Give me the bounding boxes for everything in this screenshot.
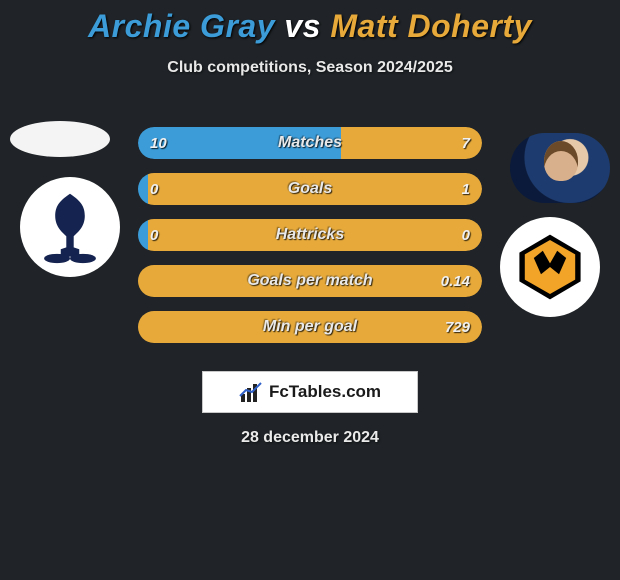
- player1-club-badge: [20, 177, 120, 277]
- stat-bar: Goals per match0.14: [138, 265, 482, 297]
- stat-value-left: 10: [150, 127, 167, 159]
- comparison-stage: Matches107Goals01Hattricks00Goals per ma…: [0, 107, 620, 347]
- stat-value-right: 0.14: [441, 265, 470, 297]
- title-player1: Archie Gray: [88, 8, 275, 44]
- stat-value-right: 729: [445, 311, 470, 343]
- stat-bar: Hattricks0 0: [138, 219, 482, 251]
- stat-label: Goals per match: [138, 265, 482, 297]
- stat-bar: Goals0 1: [138, 173, 482, 205]
- stat-bars: Matches107Goals01Hattricks00Goals per ma…: [138, 127, 482, 343]
- stat-label: Matches: [138, 127, 482, 159]
- wolves-crest-icon: [514, 231, 586, 303]
- comparison-title: Archie Gray vs Matt Doherty: [0, 0, 620, 45]
- stat-value-left: 0: [150, 219, 158, 251]
- player1-photo: [10, 121, 110, 157]
- brand-box: FcTables.com: [202, 371, 418, 413]
- stat-value-right: 7: [462, 127, 470, 159]
- stat-bar: Matches10 7: [138, 127, 482, 159]
- bar-chart-icon: [239, 382, 263, 402]
- subtitle: Club competitions, Season 2024/2025: [0, 59, 620, 77]
- player2-photo: [510, 133, 610, 203]
- stat-bar: Min per goal729: [138, 311, 482, 343]
- stat-label: Min per goal: [138, 311, 482, 343]
- brand-text: FcTables.com: [269, 382, 381, 402]
- date: 28 december 2024: [0, 429, 620, 447]
- title-vs: vs: [284, 8, 321, 44]
- stat-value-right: 0: [462, 219, 470, 251]
- player2-club-badge: [500, 217, 600, 317]
- stat-label: Goals: [138, 173, 482, 205]
- stat-value-left: 0: [150, 173, 158, 205]
- tottenham-crest-icon: [41, 190, 99, 264]
- stat-label: Hattricks: [138, 219, 482, 251]
- title-player2: Matt Doherty: [330, 8, 532, 44]
- stat-value-right: 1: [462, 173, 470, 205]
